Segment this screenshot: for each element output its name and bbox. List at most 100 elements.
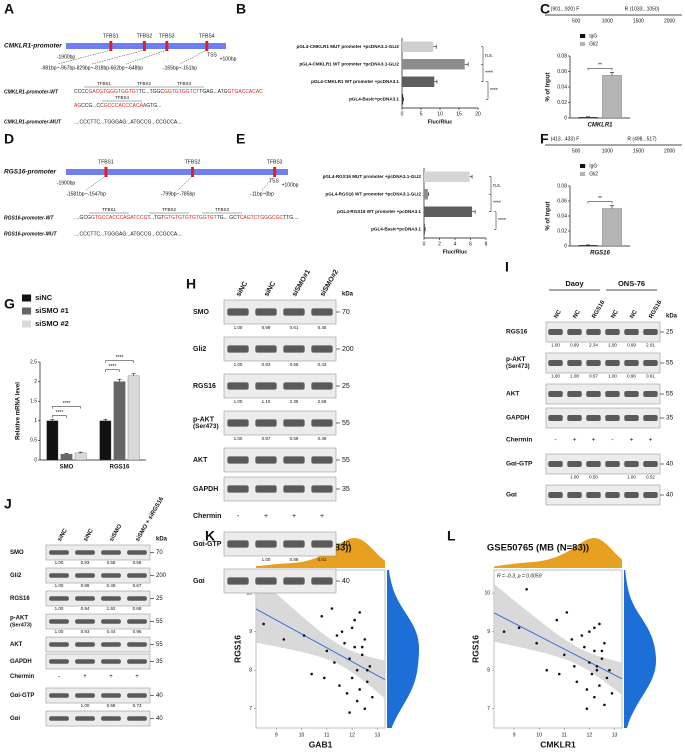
blot-band [49, 659, 69, 664]
tfbs-seq-label: TFBS2 [162, 207, 177, 212]
lane-label: siNC [83, 527, 95, 542]
blot-band [605, 360, 620, 366]
quantification: 0.93 [262, 362, 271, 367]
quantification: 0.61 [290, 325, 299, 330]
blot-band [643, 461, 658, 467]
lane-label: siSMO [109, 523, 124, 542]
sequence-segment: GTG... [146, 103, 161, 109]
blot-band [75, 642, 95, 647]
point [580, 634, 584, 637]
promoter-bar [66, 169, 288, 175]
primer-axis-label: 1500 [633, 18, 644, 24]
wt-label: RGS16-promoter-WT [4, 215, 54, 221]
blot-band [283, 456, 305, 464]
sequence-segment: GTGTGTGTGTGGTGT [164, 215, 217, 221]
quantification: 1.00 [551, 343, 560, 348]
quantification: 1.92 [107, 606, 116, 611]
blot-band [127, 573, 147, 578]
bar [602, 75, 622, 119]
quantification: 1.10 [262, 399, 271, 404]
kda-label: 200 [342, 346, 354, 353]
blot-band [75, 693, 95, 698]
quantification: 1.00 [55, 583, 64, 588]
quantification: 1.00 [262, 557, 271, 562]
protein-label: Gαi-GTP [193, 541, 222, 548]
point [517, 626, 521, 630]
y-axis-label: RGS16 [232, 635, 242, 663]
tfbs-seq-label: TFBS3 [215, 207, 230, 212]
lane-label: siNC [263, 281, 277, 298]
point [310, 672, 313, 676]
treatment-sign: + [135, 674, 139, 680]
blot-band [101, 619, 121, 624]
x-axis-label: GAB1 [309, 739, 333, 749]
bar [424, 224, 425, 235]
blot-band [283, 308, 305, 316]
tfbs-seq-label: TFBS2 [137, 81, 152, 86]
y-tick-label: 0.08 [557, 53, 567, 59]
bar [46, 420, 59, 461]
blot-band [567, 360, 582, 366]
protein-label: Gαi-GTP [10, 693, 34, 699]
x-tick-label: 12 [349, 732, 355, 738]
blot-band [255, 419, 277, 427]
kda-label: 40 [342, 541, 350, 548]
quantification: 0.52 [646, 475, 655, 480]
protein-label: Gli2 [10, 573, 22, 579]
y-tick-label: 7 [487, 706, 490, 712]
point [593, 649, 596, 653]
protein-label: Gαi-GTP [506, 461, 533, 468]
promoter-start: -1900bp [57, 180, 76, 186]
blot-band [227, 345, 249, 353]
point [355, 699, 359, 703]
point [320, 614, 324, 618]
blot-band [567, 329, 582, 335]
primer-axis-label: 1000 [602, 148, 613, 154]
treatment-sign: + [320, 513, 324, 520]
x-tick-label: 0 [423, 241, 426, 247]
quantification: 0.88 [290, 557, 299, 562]
point [358, 688, 362, 691]
sig-label: ** [598, 196, 602, 202]
x-tick-label: 11 [324, 732, 329, 738]
y-axis-label: % of Input [546, 73, 552, 102]
kda-label: 55 [156, 619, 163, 625]
blot-band [127, 619, 147, 624]
tfbs-mark [205, 41, 209, 51]
blot-band [49, 550, 69, 555]
tfbs-leader [179, 49, 207, 65]
tfbs-leader [125, 49, 167, 65]
tfbs-label: TFBS1 [98, 159, 114, 165]
treatment-sign: + [292, 513, 296, 520]
sig-label: ** [598, 63, 602, 69]
x-tick-label: 6 [469, 241, 472, 247]
tfbs-range: -662bp~-648bp [109, 65, 143, 71]
protein-label: RGS16 [506, 329, 528, 336]
point [325, 649, 329, 653]
sig-label: **** [498, 218, 506, 224]
point [368, 665, 372, 668]
quantification: 1.00 [234, 436, 243, 441]
point [502, 630, 506, 633]
treatment-sign: + [630, 437, 634, 444]
blot-strip [545, 321, 661, 343]
kda-label: 200 [156, 573, 167, 579]
promoter-tss: TSS [269, 178, 279, 184]
y-tick-label: 8 [249, 668, 252, 674]
panel-label: K [205, 528, 215, 544]
blot-band [283, 485, 305, 493]
blot-band [127, 596, 147, 601]
kda-label: 25 [342, 383, 350, 390]
point [595, 668, 599, 672]
sequence-segment: CCCC [74, 89, 89, 95]
tfbs-leader [177, 175, 193, 191]
point [350, 676, 354, 680]
quantification: 1.00 [55, 560, 64, 565]
point [555, 618, 559, 622]
lane-label: NC [572, 309, 582, 320]
treatment-sign: - [58, 674, 60, 680]
quantification: 0.99 [262, 325, 271, 330]
point [545, 668, 549, 672]
blot-band [227, 419, 249, 427]
point [343, 641, 346, 645]
